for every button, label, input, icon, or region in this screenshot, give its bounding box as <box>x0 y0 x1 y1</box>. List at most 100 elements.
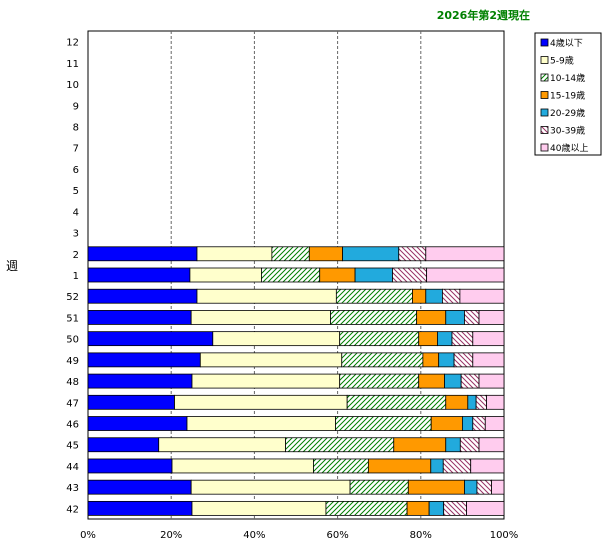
bar-segment <box>430 458 444 474</box>
bar-segment <box>191 500 327 516</box>
bar-segment <box>349 479 409 495</box>
x-tick-label: 100% <box>490 530 519 541</box>
bar-segment <box>418 373 445 389</box>
bar-segment <box>437 331 453 347</box>
bar-segment <box>451 331 474 347</box>
y-tick-label: 1 <box>73 271 79 282</box>
y-tick-label: 11 <box>66 59 79 70</box>
y-tick-label: 8 <box>73 122 79 133</box>
bar-segment <box>464 479 478 495</box>
bar-segment <box>484 416 505 431</box>
x-tick-label: 20% <box>160 530 182 541</box>
bar-segment <box>261 267 321 283</box>
bar-segment <box>407 479 465 495</box>
bar-segment <box>196 288 337 304</box>
bar-segment <box>199 352 343 368</box>
bar-segment <box>87 416 188 431</box>
bar-segment <box>341 352 424 368</box>
bar-segment <box>398 246 427 262</box>
y-tick-label: 2 <box>73 250 79 261</box>
bar-segment <box>325 500 408 516</box>
bar-segment <box>472 331 505 347</box>
y-tick-label: 44 <box>66 462 79 473</box>
bar-segment <box>158 437 286 453</box>
bar-segment <box>425 246 505 262</box>
bar-segment <box>335 288 413 304</box>
bar-segment <box>442 288 461 304</box>
bar-segment <box>87 310 192 325</box>
bar-segment <box>87 352 201 368</box>
bar-segment <box>87 394 175 410</box>
bar-segment <box>478 310 505 325</box>
x-tick-label: 40% <box>243 530 265 541</box>
bar-segment <box>87 458 173 474</box>
y-tick-label: 49 <box>66 356 79 367</box>
bar-segment <box>87 373 193 389</box>
y-tick-label: 7 <box>73 144 79 155</box>
bar-segment <box>335 416 432 431</box>
bar-segment <box>443 500 467 516</box>
y-tick-label: 48 <box>66 377 79 388</box>
y-tick-label: 46 <box>66 420 79 431</box>
bar-segment <box>426 267 505 283</box>
bar-segment <box>467 394 477 410</box>
bar-segment <box>442 458 472 474</box>
bar-segment <box>190 479 351 495</box>
x-tick-label: 60% <box>326 530 348 541</box>
bar-segment <box>466 500 505 516</box>
bar-segment <box>445 394 469 410</box>
y-tick-label: 43 <box>66 483 79 494</box>
bar-segment <box>453 352 474 368</box>
y-tick-label: 50 <box>66 335 79 346</box>
y-tick-label: 52 <box>66 292 79 303</box>
bar-segment <box>459 288 505 304</box>
legend-label: 4歳以下 <box>550 37 583 49</box>
y-tick-label: 47 <box>66 398 79 409</box>
bar-segment <box>486 394 505 410</box>
bar-segment <box>367 458 432 474</box>
y-tick-label: 12 <box>66 38 79 49</box>
bar-segment <box>191 373 341 389</box>
legend-swatch <box>540 56 549 64</box>
legend-label: 10-14歳 <box>550 72 585 84</box>
bar-segment <box>346 394 447 410</box>
chart-title: 2026年第2週現在 <box>437 8 530 22</box>
legend-label: 20-29歳 <box>550 107 585 119</box>
bar-segment <box>464 310 480 325</box>
y-tick-label: 4 <box>73 207 79 218</box>
bar-segment <box>478 373 505 389</box>
bar-segment <box>171 458 314 474</box>
legend-swatch <box>540 73 549 82</box>
y-tick-label: 10 <box>66 80 79 91</box>
y-tick-label: 51 <box>66 313 79 324</box>
bar-segment <box>418 331 438 347</box>
bar-segment <box>87 246 198 262</box>
x-axis-ticks: 0% 20% 40% 60% 80% 100% <box>80 530 518 541</box>
bar-segment <box>189 267 262 283</box>
bar-segment <box>212 331 341 347</box>
legend-label: 5-9歳 <box>550 55 574 67</box>
bar-segment <box>461 416 474 431</box>
bar-segment <box>271 246 310 262</box>
bars <box>87 246 505 516</box>
bar-segment <box>339 373 420 389</box>
legend: 4歳以下 5-9歳 10-14歳 15-19歳 20-29歳 30-39歳 40歳以上 <box>534 32 602 156</box>
x-tick-label: 0% <box>80 530 96 541</box>
bar-segment <box>190 310 331 325</box>
legend-swatch <box>540 126 549 134</box>
bar-segment <box>460 373 480 389</box>
bar-segment <box>478 437 505 453</box>
bar-segment <box>430 416 463 431</box>
bar-segment <box>444 373 462 389</box>
bar-segment <box>472 416 486 431</box>
bar-segment <box>406 500 430 516</box>
bar-segment <box>87 331 214 347</box>
legend-label: 30-39歳 <box>550 125 585 137</box>
y-tick-label: 45 <box>66 441 79 452</box>
bar-segment <box>174 394 348 410</box>
bar-segment <box>392 267 428 283</box>
legend-swatch <box>540 91 549 99</box>
bar-segment <box>445 310 465 325</box>
bar-segment <box>416 310 447 325</box>
